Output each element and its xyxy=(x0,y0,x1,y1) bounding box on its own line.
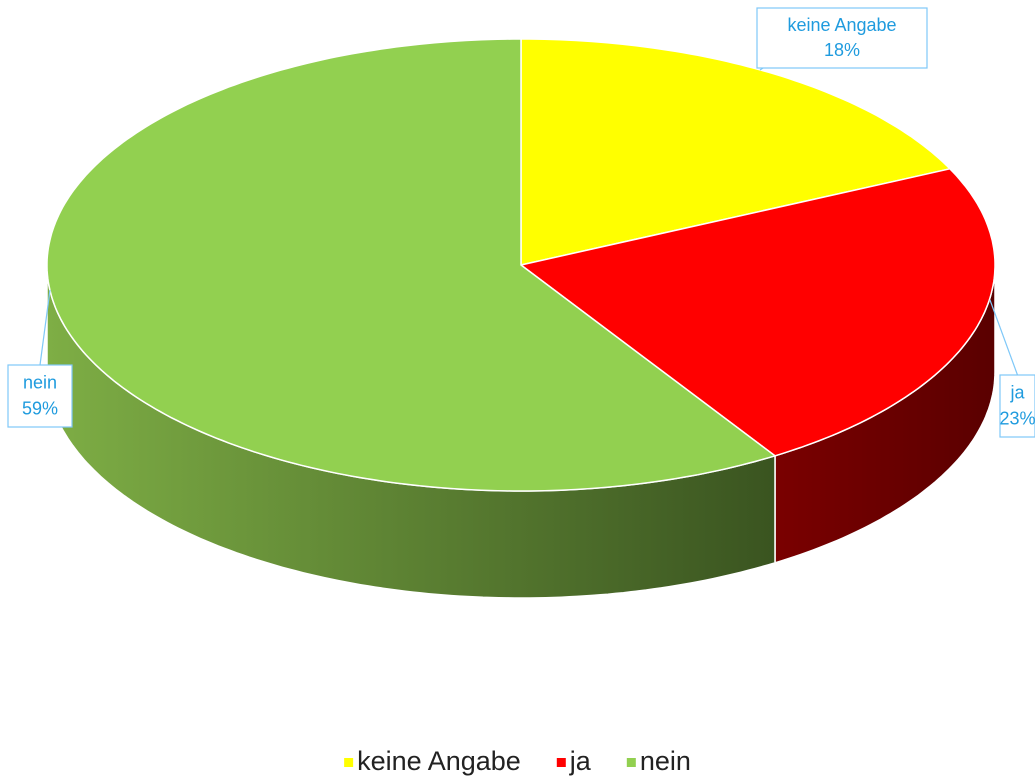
legend-marker xyxy=(626,758,636,767)
data-label-name: nein xyxy=(23,372,57,392)
leader-line xyxy=(39,289,51,366)
data-label-name: ja xyxy=(1009,382,1025,402)
slice xyxy=(520,38,952,266)
legend-label: nein xyxy=(640,746,691,776)
slice xyxy=(519,167,996,457)
data-label-value: 59% xyxy=(22,398,58,418)
legend-marker xyxy=(556,758,566,767)
label-box xyxy=(999,374,1035,438)
legend-label: ja xyxy=(569,746,592,776)
data-label-value: 23% xyxy=(999,408,1035,428)
slice xyxy=(46,38,777,492)
data-label-name: keine Angabe xyxy=(787,15,896,35)
legend-label: keine Angabe xyxy=(357,746,521,776)
label-box xyxy=(7,364,73,428)
data-label-value: 18% xyxy=(824,40,860,60)
leader-line xyxy=(989,299,1019,376)
legend-marker xyxy=(344,758,354,767)
label-box xyxy=(756,7,928,69)
